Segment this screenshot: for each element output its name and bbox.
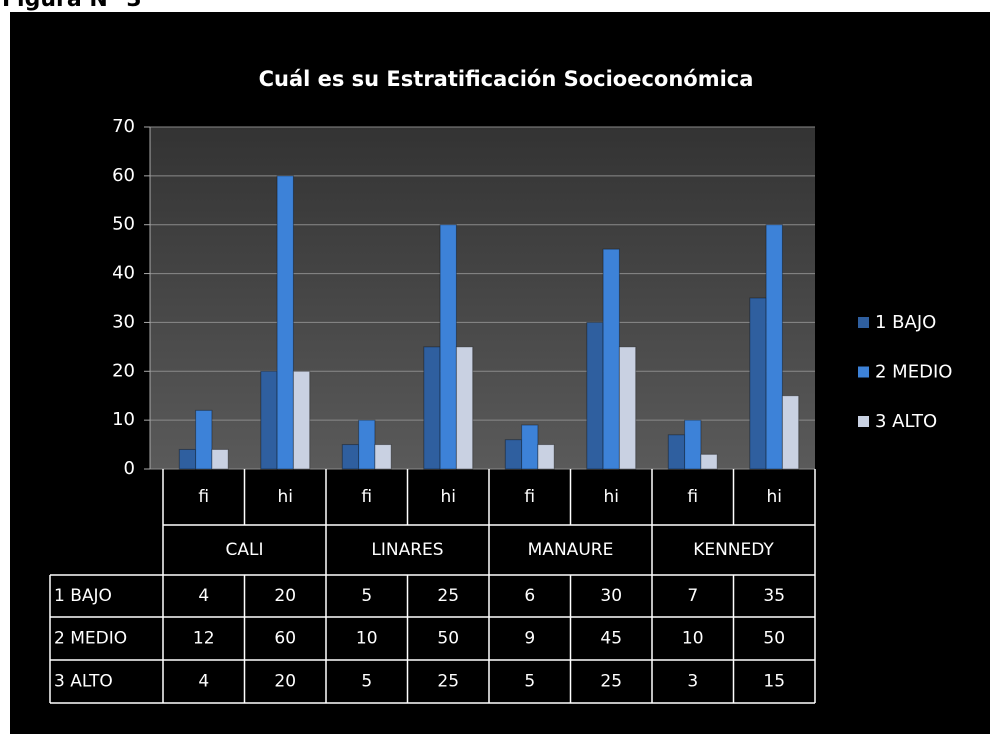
- table-cell: 7: [687, 586, 698, 606]
- chart-title: Cuál es su Estratificación Socioeconómic…: [259, 67, 754, 91]
- table-cell: 50: [763, 629, 785, 649]
- table-cell: 15: [763, 672, 785, 692]
- group-label: CALI: [226, 540, 264, 560]
- bar: [455, 346, 474, 470]
- table-cell: 6: [524, 586, 535, 606]
- table-cell: 25: [437, 586, 459, 606]
- legend-swatch: [858, 416, 869, 427]
- bar: [178, 448, 197, 470]
- table-cell: 9: [524, 629, 535, 649]
- table-cell: 25: [600, 672, 622, 692]
- table-cell: 35: [763, 586, 785, 606]
- bar: [537, 444, 555, 470]
- bar: [684, 419, 702, 470]
- table-cell: 5: [361, 586, 372, 606]
- bar: [358, 419, 376, 470]
- table-row-label: 3 ALTO: [54, 672, 113, 692]
- y-tick-label: 50: [112, 214, 135, 235]
- bar: [618, 346, 637, 470]
- table-cell: 25: [437, 672, 459, 692]
- y-tick-label: 70: [112, 116, 135, 137]
- table-cell: 50: [437, 629, 459, 649]
- x-tick-label: fi: [198, 487, 209, 507]
- table-cell: 12: [193, 629, 215, 649]
- bar: [195, 409, 213, 470]
- y-tick-label: 0: [124, 458, 135, 479]
- table-cell: 60: [274, 629, 296, 649]
- caption: Figura N° 3: [2, 0, 142, 12]
- table-cell: 30: [600, 586, 622, 606]
- bar: [211, 448, 229, 470]
- group-label: KENNEDY: [693, 540, 774, 560]
- bar: [341, 444, 360, 470]
- legend-label: 1 BAJO: [875, 312, 936, 333]
- bar: [602, 248, 620, 470]
- table-cell: 10: [356, 629, 378, 649]
- bar: [700, 453, 718, 470]
- x-tick-label: hi: [767, 487, 783, 507]
- table-cell: 45: [600, 629, 622, 649]
- group-label: LINARES: [371, 540, 443, 560]
- legend-swatch: [858, 317, 869, 328]
- group-label: MANAURE: [528, 540, 614, 560]
- bar: [260, 370, 278, 470]
- y-tick-label: 20: [112, 360, 135, 381]
- bar: [292, 370, 311, 470]
- bar: [423, 346, 441, 470]
- legend-label: 3 ALTO: [875, 411, 937, 432]
- x-tick-label: fi: [687, 487, 698, 507]
- table-cell: 5: [361, 672, 372, 692]
- bar: [667, 434, 686, 470]
- x-tick-label: fi: [361, 487, 372, 507]
- legend-label: 2 MEDIO: [875, 362, 952, 383]
- table-row-label: 2 MEDIO: [54, 629, 127, 649]
- y-tick-label: 60: [112, 165, 135, 186]
- table-cell: 5: [524, 672, 535, 692]
- bar: [276, 175, 294, 470]
- y-tick-label: 10: [112, 409, 135, 430]
- bar: [749, 297, 767, 470]
- x-tick-label: fi: [524, 487, 535, 507]
- bar: [765, 224, 783, 470]
- x-tick-label: hi: [441, 487, 457, 507]
- bar: [504, 439, 523, 470]
- plot-area: [150, 127, 815, 469]
- bar: [439, 224, 457, 470]
- bar: [586, 321, 604, 470]
- table-cell: 4: [198, 586, 209, 606]
- y-tick-label: 30: [112, 311, 135, 332]
- bar: [521, 424, 539, 470]
- legend-swatch: [858, 366, 869, 378]
- table-cell: 20: [274, 586, 296, 606]
- table-cell: 3: [687, 672, 698, 692]
- bar: [374, 444, 392, 470]
- table-cell: 4: [198, 672, 209, 692]
- table-cell: 10: [682, 629, 704, 649]
- table-cell: 20: [274, 672, 296, 692]
- bar: [781, 395, 800, 470]
- x-tick-label: hi: [604, 487, 620, 507]
- y-tick-label: 40: [112, 263, 135, 284]
- x-tick-label: hi: [278, 487, 294, 507]
- table-row-label: 1 BAJO: [54, 586, 112, 606]
